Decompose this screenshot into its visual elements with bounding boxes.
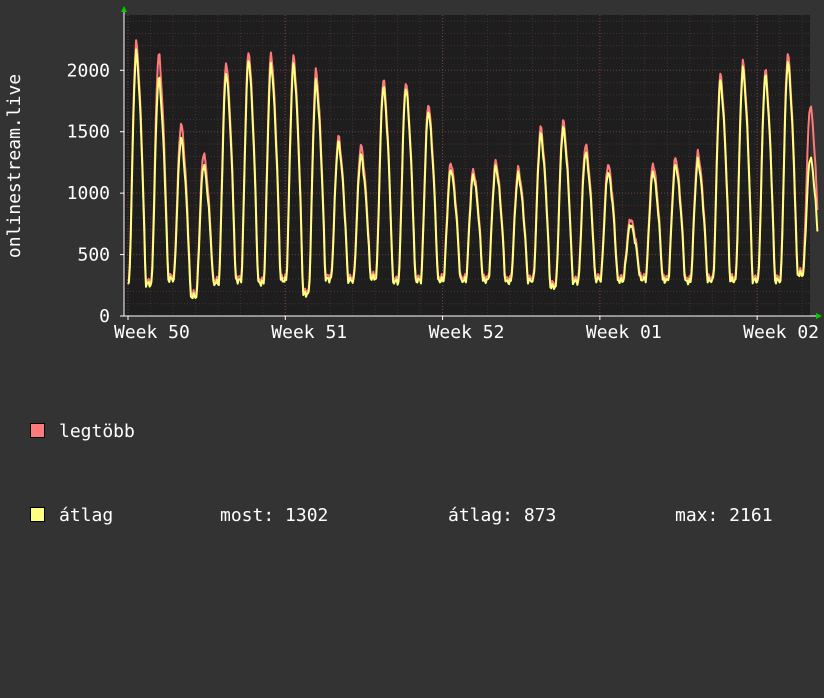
y-tick-label: 1500 — [67, 122, 110, 143]
legend-label-avg: átlag — [59, 505, 114, 526]
y-tick-label: 0 — [99, 306, 110, 327]
y-tick-label: 500 — [77, 245, 110, 266]
x-tick-label: Week 52 — [429, 322, 505, 343]
x-tick-label: Week 01 — [586, 322, 662, 343]
y-axis-arrow-icon — [121, 6, 127, 12]
stat-average: átlag: 873 — [448, 505, 557, 526]
legend-row-max: legtöbb — [30, 418, 135, 446]
legend-swatch-avg — [30, 507, 45, 522]
y-tick-label: 2000 — [67, 60, 110, 81]
stat-maximum: max: 2161 — [675, 505, 773, 526]
x-axis-arrow-icon — [816, 313, 822, 319]
stat-current: most: 1302 — [220, 505, 329, 526]
legend: legtöbb átlag most: 1302 átlag: 873 max:… — [30, 362, 773, 558]
legend-swatch-max — [30, 423, 45, 438]
grid — [124, 15, 810, 316]
y-tick-label: 1000 — [67, 183, 110, 204]
x-tick-label: Week 50 — [114, 322, 190, 343]
series-line-avg — [127, 48, 819, 300]
series-layer — [127, 39, 819, 300]
chart: 0 500 1000 1500 2000 Week 50 Week 51 Week 52 Wee… — [4, 6, 822, 343]
x-tick-label: Week 02 — [743, 322, 819, 343]
legend-row-avg: átlag most: 1302 átlag: 873 max: 2161 — [30, 502, 773, 530]
y-axis-label: onlinestream.live — [4, 74, 25, 258]
axes: 0 500 1000 1500 2000 Week 50 Week 51 Week 52 Wee… — [67, 6, 822, 343]
x-tick-label: Week 51 — [271, 322, 347, 343]
legend-label-max: legtöbb — [59, 421, 135, 442]
